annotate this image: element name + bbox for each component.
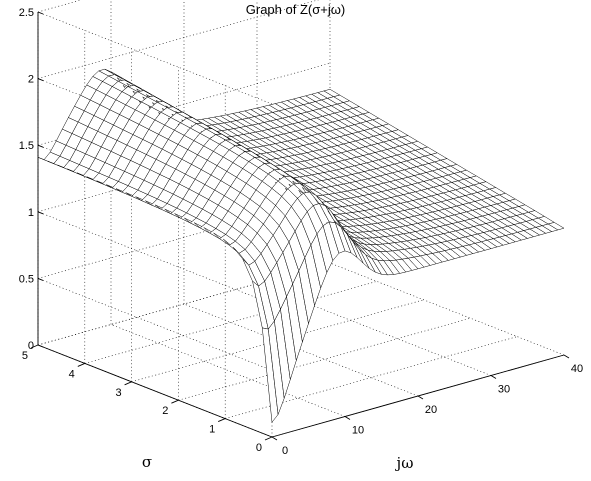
x-tick-mark xyxy=(491,376,496,379)
z-tick-label: 2 xyxy=(28,74,34,86)
x-tick-label: 20 xyxy=(425,404,437,416)
x-tick-mark xyxy=(272,437,277,440)
x-tick-label: 40 xyxy=(571,363,583,375)
grid-line xyxy=(330,263,564,355)
grid-line xyxy=(85,281,377,363)
y-tick-label: 4 xyxy=(69,368,75,380)
y-tick-label: 3 xyxy=(115,387,121,399)
z-tick-label: 2.5 xyxy=(19,7,34,19)
y-axis-line xyxy=(38,345,272,437)
z-tick-mark xyxy=(38,79,43,81)
z-tick-mark xyxy=(38,212,43,214)
y-tick-mark xyxy=(265,437,272,440)
x-tick-label: 30 xyxy=(498,384,510,396)
x-axis-label: jω xyxy=(395,454,414,472)
x-tick-label: 10 xyxy=(352,425,364,437)
grid-line xyxy=(38,12,272,104)
z-tick-mark xyxy=(38,145,43,147)
y-tick-mark xyxy=(78,363,85,366)
z-tick-mark xyxy=(38,278,43,280)
z-tick-mark xyxy=(38,12,43,14)
y-tick-mark xyxy=(125,382,132,385)
grid-line xyxy=(38,278,272,370)
grid-line xyxy=(38,0,330,79)
z-tick-label: 1.5 xyxy=(19,140,34,152)
y-tick-label: 2 xyxy=(162,405,168,417)
z-tick-label: 0.5 xyxy=(19,273,34,285)
y-tick-label: 1 xyxy=(209,424,215,436)
y-tick-label: 0 xyxy=(256,442,262,454)
x-tick-mark xyxy=(564,355,569,358)
x-tick-mark xyxy=(345,417,350,420)
grid-line xyxy=(111,325,345,417)
y-tick-mark xyxy=(218,419,225,422)
grid-line xyxy=(178,318,470,400)
z-tick-mark xyxy=(38,345,43,347)
z-tick-label: 0 xyxy=(28,340,34,352)
x-tick-mark xyxy=(418,396,423,399)
surface-mesh xyxy=(38,69,564,422)
z-tick-label: 1 xyxy=(28,207,34,219)
y-tick-mark xyxy=(171,400,178,403)
y-axis-label: σ xyxy=(142,453,152,471)
x-tick-label: 0 xyxy=(282,445,288,457)
